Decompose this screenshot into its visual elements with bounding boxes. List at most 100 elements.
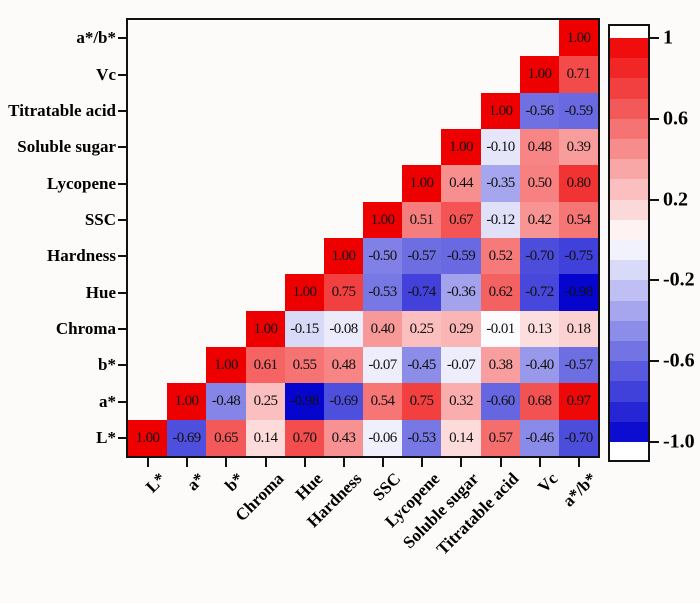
matrix-cell: -0.59 xyxy=(559,93,598,129)
matrix-cell: -0.06 xyxy=(363,420,402,456)
colorbar-tick-mark xyxy=(650,360,659,363)
matrix-cell: -0.75 xyxy=(559,238,598,274)
x-tick-mark xyxy=(420,458,423,467)
colorbar-step xyxy=(610,179,648,200)
matrix-cell: 0.97 xyxy=(559,383,598,420)
matrix-cell: 1.00 xyxy=(481,93,520,129)
matrix-cell: 0.40 xyxy=(363,311,402,347)
colorbar-tick-mark xyxy=(650,441,659,443)
matrix-cell: -0.70 xyxy=(520,238,559,274)
matrix-cell: -0.50 xyxy=(363,238,402,274)
colorbar-step xyxy=(610,200,648,220)
y-axis-label: Hue xyxy=(85,282,116,302)
colorbar-step xyxy=(610,422,648,442)
matrix-cell: 0.50 xyxy=(520,165,559,202)
matrix-cell: 0.67 xyxy=(441,202,481,238)
x-tick-mark xyxy=(538,458,541,467)
colorbar-tick-mark xyxy=(650,37,659,39)
colorbar-step xyxy=(610,78,648,99)
colorbar-step xyxy=(610,301,648,321)
matrix-cell: -0.74 xyxy=(402,274,441,311)
matrix-cell: 0.42 xyxy=(520,202,559,238)
x-tick-mark xyxy=(264,458,267,467)
matrix-cell: -0.36 xyxy=(441,274,481,311)
matrix-cell: 0.18 xyxy=(559,311,598,347)
matrix-cell: 0.57 xyxy=(481,420,520,456)
matrix-cell: -0.53 xyxy=(363,274,402,311)
matrix-cell: 1.00 xyxy=(441,129,481,165)
y-tick-mark xyxy=(118,146,126,148)
matrix-cell: 0.32 xyxy=(441,383,481,420)
matrix-cell: -0.15 xyxy=(285,311,324,347)
y-axis-label: Vc xyxy=(96,64,116,84)
matrix-cell: -0.59 xyxy=(441,238,481,274)
y-axis-label: a* xyxy=(99,391,116,411)
colorbar-tick-label: -0.6 xyxy=(663,349,695,372)
matrix-cell: 0.44 xyxy=(441,165,481,202)
matrix-cell: 0.25 xyxy=(402,311,441,347)
matrix-cell: 0.52 xyxy=(481,238,520,274)
x-tick-mark xyxy=(225,458,227,467)
matrix-cell: -0.69 xyxy=(324,383,363,420)
colorbar-step xyxy=(610,159,648,179)
matrix-cell: 0.29 xyxy=(441,311,481,347)
colorbar-step xyxy=(610,38,648,58)
matrix-cell: -0.53 xyxy=(402,420,441,456)
matrix-cell: -0.40 xyxy=(520,347,559,383)
colorbar-step xyxy=(610,240,648,260)
matrix-cell: -0.69 xyxy=(167,420,206,456)
matrix-grid: 1.00 1.00 0.71 1.00 -0.56 -0.59 1.00 -0.10 0.48 0… xyxy=(128,20,598,456)
colorbar-tick-label: 0.6 xyxy=(663,107,688,130)
matrix-cell: 1.00 xyxy=(206,347,246,383)
matrix-cell: -0.08 xyxy=(324,311,363,347)
matrix-cell: 1.00 xyxy=(285,274,324,311)
matrix-cell: 1.00 xyxy=(559,20,598,56)
colorbar-tick-mark xyxy=(650,279,659,282)
matrix-cell: -0.60 xyxy=(481,383,520,420)
matrix-frame xyxy=(126,18,600,458)
matrix-cell: 0.13 xyxy=(520,311,559,347)
y-tick-mark xyxy=(118,400,126,403)
colorbar-step xyxy=(610,119,648,139)
matrix-cell: -0.70 xyxy=(559,420,598,456)
matrix-cell: -0.07 xyxy=(441,347,481,383)
matrix-cell: 1.00 xyxy=(167,383,206,420)
colorbar-step xyxy=(610,321,648,341)
colorbar-step xyxy=(610,381,648,402)
y-axis-label: Titratable acid xyxy=(8,101,116,120)
matrix-cell: 1.00 xyxy=(402,165,441,202)
colorbar-step xyxy=(610,361,648,381)
y-tick-mark xyxy=(118,110,126,112)
matrix-cell: 1.00 xyxy=(324,238,363,274)
x-tick-mark xyxy=(460,458,462,467)
matrix-cell: 0.61 xyxy=(246,347,285,383)
matrix-cell: 1.00 xyxy=(363,202,402,238)
matrix-cell: -0.01 xyxy=(481,311,520,347)
matrix-cell: 0.75 xyxy=(402,383,441,420)
matrix-cell: 0.38 xyxy=(481,347,520,383)
matrix-cell: -0.35 xyxy=(481,165,520,202)
matrix-cell: 0.68 xyxy=(520,383,559,420)
y-axis-label: b* xyxy=(98,355,116,374)
matrix-cell: -0.98 xyxy=(559,274,598,311)
matrix-cell: 0.71 xyxy=(559,56,598,93)
matrix-cell: 0.55 xyxy=(285,347,324,383)
y-tick-mark xyxy=(118,182,126,185)
matrix-cell: -0.56 xyxy=(520,93,559,129)
x-tick-mark xyxy=(499,458,502,467)
colorbar-step xyxy=(610,99,648,119)
y-tick-mark xyxy=(118,291,126,294)
x-tick-mark xyxy=(577,458,580,467)
x-tick-mark xyxy=(185,458,188,467)
colorbar-step xyxy=(610,402,648,422)
colorbar-tick-mark xyxy=(650,117,659,120)
matrix-cell: 0.48 xyxy=(324,347,363,383)
matrix-cell: 0.80 xyxy=(559,165,598,202)
colorbar-step xyxy=(610,260,648,280)
colorbar-step xyxy=(610,280,648,301)
colorbar-step xyxy=(610,139,648,159)
y-axis-label: a*/b* xyxy=(76,28,116,47)
x-tick-mark xyxy=(342,458,345,467)
x-tick-mark xyxy=(381,458,384,467)
matrix-cell: 0.39 xyxy=(559,129,598,165)
